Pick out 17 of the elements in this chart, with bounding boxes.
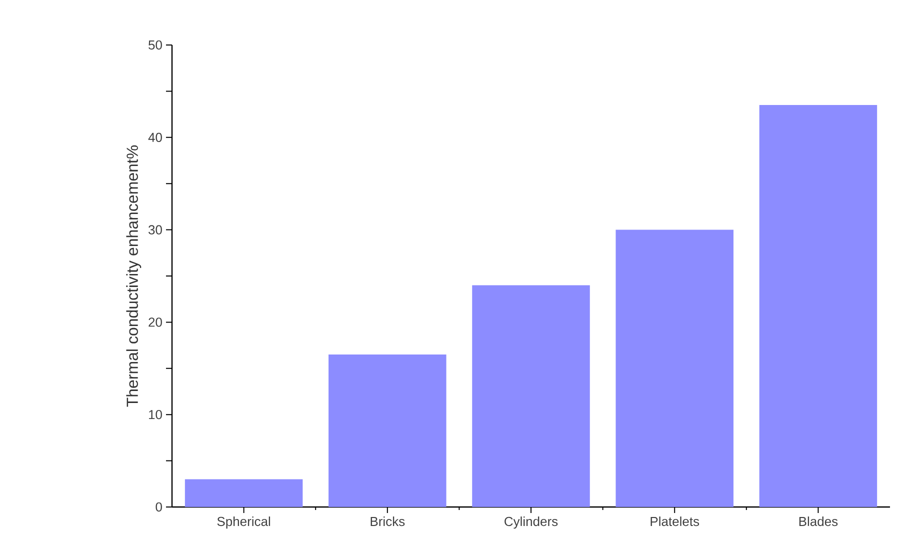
x-tick-label: Bricks	[370, 516, 405, 526]
bar	[328, 354, 446, 507]
y-axis-title: Thermal conductivity enhancement%	[126, 145, 142, 407]
bar	[616, 230, 734, 507]
x-tick-label: Platelets	[650, 516, 700, 526]
bar	[184, 479, 303, 507]
x-tick-label: Spherical	[217, 516, 270, 529]
x-tick-label: Blades	[799, 516, 838, 526]
y-tick-label: 20	[148, 318, 162, 327]
y-tick-label: 40	[148, 132, 162, 142]
y-tick-label: 30	[148, 225, 162, 234]
bar	[472, 285, 590, 507]
bar	[759, 105, 878, 507]
x-tick-label: Cylinders	[504, 516, 558, 529]
y-tick-label: 0	[156, 502, 162, 512]
y-tick-label: 50	[148, 40, 162, 50]
y-tick-label: 10	[149, 410, 162, 420]
